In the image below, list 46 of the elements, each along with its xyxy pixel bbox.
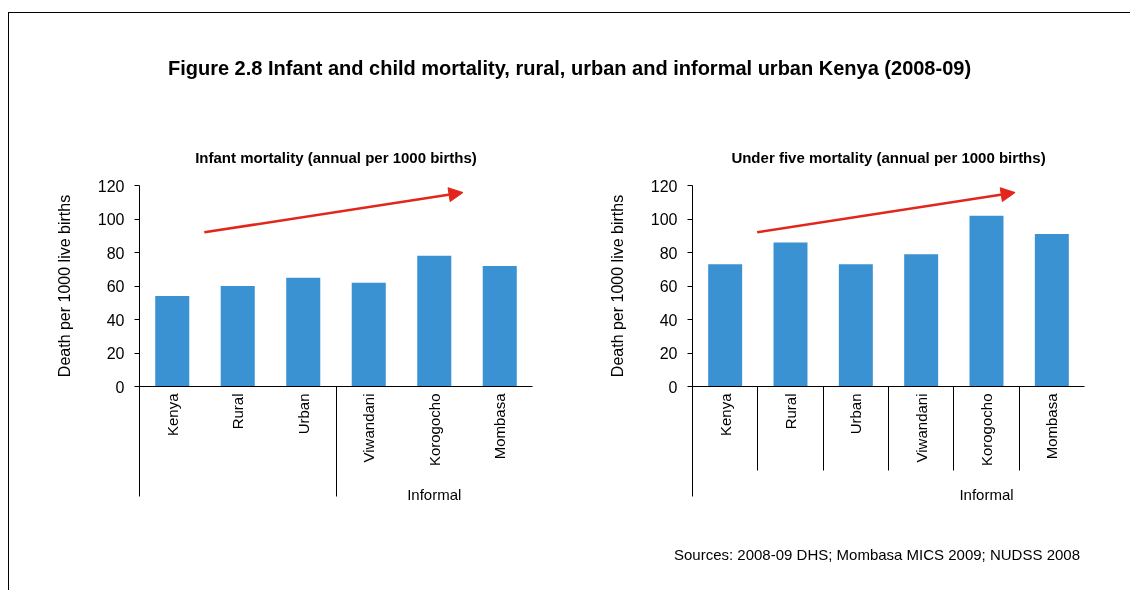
y-tick-label: 100 — [97, 211, 125, 228]
y-tick-label: 80 — [659, 244, 678, 262]
bar — [417, 255, 452, 387]
x-tick-label: Urban — [294, 393, 312, 435]
chart-title: Figure 2.8 Infant and child mortality, rural, urban and informal urban Kenya (2008-09) — [167, 57, 972, 79]
x-tick-label: Kenya — [163, 392, 181, 437]
text: Informal — [407, 485, 462, 503]
chart-subtitle: Infant mortality (annual per 1000 births) — [195, 148, 477, 166]
y-tick-label: 120 — [650, 177, 678, 195]
y-axis-title: Death per 1000 live births — [55, 194, 73, 378]
bar — [1034, 234, 1069, 387]
y-tick-label: 0 — [668, 378, 678, 396]
y-tick-label: 0 — [115, 378, 125, 396]
y-axis-title: Death per 1000 live births — [608, 194, 626, 378]
y-tick-label: 40 — [106, 311, 125, 329]
y-tick-label: 100 — [650, 211, 678, 228]
bar — [351, 282, 386, 387]
x-tick-label: Rural — [229, 393, 247, 430]
y-tick-label: 20 — [659, 345, 678, 362]
bar — [838, 264, 873, 387]
x-tick-label: Viwandani — [360, 393, 378, 463]
x-tick-label: Kenya — [716, 392, 734, 437]
bar — [482, 265, 517, 387]
bar — [969, 215, 1004, 387]
bar — [904, 254, 939, 387]
x-tick-label: Korogocho — [425, 393, 443, 467]
bar — [708, 264, 743, 387]
bar — [220, 286, 255, 387]
bar — [155, 296, 190, 387]
y-tick-label: 60 — [106, 278, 125, 295]
bar — [286, 277, 321, 387]
y-tick-label: 80 — [106, 244, 125, 262]
x-tick-label: Mombasa — [491, 392, 509, 460]
y-tick-label: 40 — [659, 311, 678, 329]
x-tick-label: Mombasa — [1043, 392, 1061, 460]
x-tick-label: Korogocho — [978, 393, 995, 467]
y-tick-label: 20 — [106, 345, 125, 362]
chart-subtitle: Under five mortality (annual per 1000 births) — [731, 148, 1046, 166]
y-tick-label: 120 — [97, 177, 125, 195]
text: Informal — [959, 485, 1014, 503]
x-tick-label: Viwandani — [912, 393, 930, 463]
bar — [773, 242, 808, 387]
y-tick-label: 60 — [659, 278, 678, 295]
x-tick-label: Rural — [782, 393, 799, 430]
source-note: Sources: 2008-09 DHS; Mombasa MICS 2009; NUDSS 2008 — [673, 546, 1080, 564]
x-tick-label: Urban — [847, 393, 865, 435]
